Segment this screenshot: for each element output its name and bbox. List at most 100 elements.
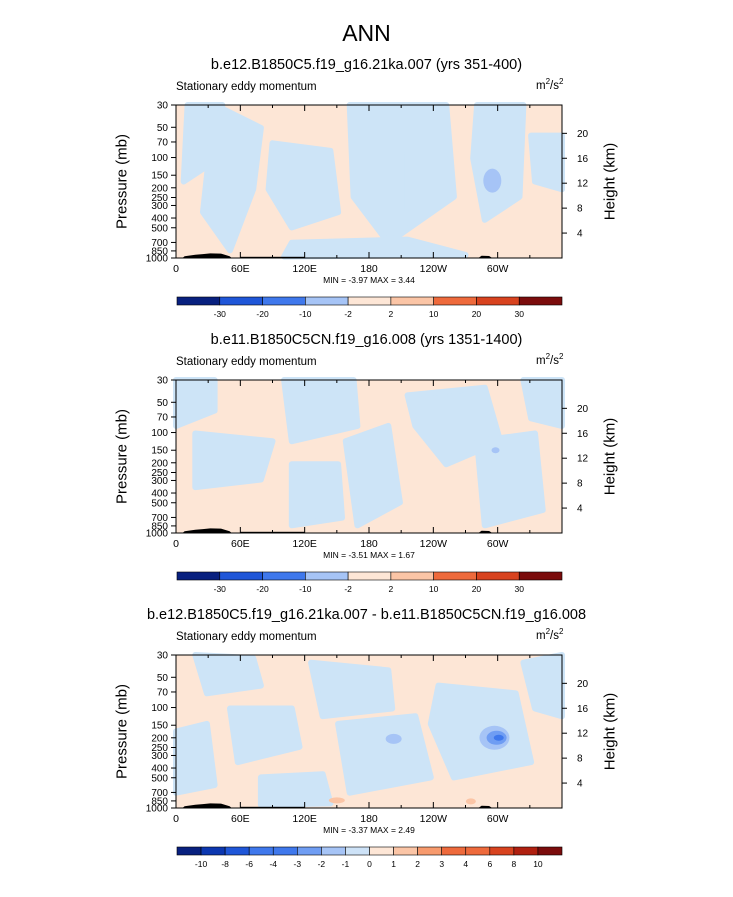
y-right-tick-label: 20 xyxy=(577,404,589,415)
y-tick-label: 850 xyxy=(151,246,168,257)
y-tick-label: 70 xyxy=(157,687,169,698)
x-tick-label: 0 xyxy=(173,813,179,825)
panel-title: b.e12.B1850C5.f19_g16.21ka.007 - b.e11.B… xyxy=(146,607,587,623)
panel-2: b.e11.B1850C5CN.f19_g16.008 (yrs 1351-14… xyxy=(0,332,733,622)
y-right-tick-label: 12 xyxy=(577,179,589,190)
colorbar-box xyxy=(347,296,392,306)
y-tick-label: 400 xyxy=(151,489,168,500)
y-tick-label: 700 xyxy=(151,788,168,799)
y-tick-label: 200 xyxy=(151,733,168,744)
y-right-tick-label: 12 xyxy=(577,729,589,740)
colorbar-label: 4 xyxy=(463,859,468,869)
negative-region xyxy=(265,140,342,231)
x-tick-label: 60W xyxy=(487,813,509,825)
negative-region xyxy=(528,132,565,193)
colorbar-label: -1 xyxy=(342,859,350,869)
x-tick-label: 0 xyxy=(173,263,179,275)
y-tick-label: 30 xyxy=(157,101,169,112)
topography xyxy=(478,530,493,533)
y-tick-label: 850 xyxy=(151,521,168,532)
y-right-tick-label: 20 xyxy=(577,679,589,690)
colorbar-box xyxy=(369,846,394,856)
y-tick-label: 50 xyxy=(157,673,169,684)
colorbar-label: -30 xyxy=(214,309,227,319)
positive-spot xyxy=(328,797,345,804)
positive-spot xyxy=(465,798,476,805)
y-right-tick-label: 8 xyxy=(577,479,583,490)
y-tick-label: 850 xyxy=(151,796,168,807)
colorbar-label: -2 xyxy=(344,584,352,594)
x-tick-label: 180 xyxy=(360,263,378,275)
x-tick-label: 60E xyxy=(231,813,250,825)
colorbar-box xyxy=(272,846,298,856)
colorbar-label: 10 xyxy=(533,859,543,869)
colorbar-label: 2 xyxy=(389,584,394,594)
colorbar-label: 20 xyxy=(472,584,482,594)
y-right-tick-label: 16 xyxy=(577,154,589,165)
x-tick-label: 120E xyxy=(292,538,317,550)
colorbar-box xyxy=(219,296,263,306)
y-right-tick-label: 8 xyxy=(577,204,583,215)
x-tick-label: 120E xyxy=(292,263,317,275)
panel-1: b.e12.B1850C5.f19_g16.21ka.007 (yrs 351-… xyxy=(0,57,733,347)
colorbar-box xyxy=(262,296,306,306)
colorbar-label: 20 xyxy=(472,309,482,319)
colorbar-label: -2 xyxy=(344,309,352,319)
y-tick-label: 30 xyxy=(157,376,169,387)
topography xyxy=(182,803,232,808)
y-tick-label: 150 xyxy=(151,446,168,457)
variable-label: Stationary eddy momentum xyxy=(176,631,317,643)
x-tick-label: 60E xyxy=(231,263,250,275)
colorbar-label: -8 xyxy=(221,859,229,869)
units-label: m2/s2 xyxy=(536,77,564,92)
y-tick-label: 300 xyxy=(151,476,168,487)
colorbar-box xyxy=(176,846,202,856)
y-tick-label: 500 xyxy=(151,223,168,234)
x-tick-label: 60W xyxy=(487,263,509,275)
colorbar-label: 0 xyxy=(367,859,372,869)
colorbar-label: -10 xyxy=(195,859,208,869)
negative-region xyxy=(281,236,469,260)
colorbar-label: 10 xyxy=(429,584,439,594)
y-tick-label: 200 xyxy=(151,183,168,194)
colorbar-box xyxy=(345,846,370,856)
y-tick-label: 300 xyxy=(151,751,168,762)
negative-region xyxy=(257,771,334,808)
negative-region xyxy=(342,422,403,529)
colorbar-label: 6 xyxy=(487,859,492,869)
colorbar-box xyxy=(390,296,434,306)
colorbar-box xyxy=(417,846,442,856)
negative-region xyxy=(404,147,442,216)
colorbar-box xyxy=(200,846,226,856)
negative-region xyxy=(427,682,535,781)
units-label: m2/s2 xyxy=(536,352,564,367)
colorbar: -30 -20 -10 -2 2 10 20 30 xyxy=(176,571,563,594)
colorbar-box xyxy=(305,571,349,581)
colorbar-box xyxy=(390,571,434,581)
y-tick-label: 300 xyxy=(151,201,168,212)
negative-region xyxy=(173,720,218,796)
colorbar-label: 3 xyxy=(439,859,444,869)
colorbar-label: 1 xyxy=(391,859,396,869)
colorbar-label: -10 xyxy=(299,584,312,594)
colorbar-label: 8 xyxy=(512,859,517,869)
colorbar-box xyxy=(262,571,306,581)
x-tick-label: 120W xyxy=(420,263,448,275)
colorbar-label: 2 xyxy=(389,309,394,319)
colorbar-box xyxy=(321,846,346,856)
colorbar-box xyxy=(433,296,477,306)
topography xyxy=(182,253,232,258)
negative-region xyxy=(200,102,264,254)
colorbar-label: 30 xyxy=(514,309,524,319)
colorbar-box xyxy=(297,846,322,856)
topography xyxy=(478,255,493,258)
colorbar-box xyxy=(441,846,467,856)
y-tick-label: 1000 xyxy=(146,254,169,265)
colorbar-box xyxy=(513,846,539,856)
y-right-tick-label: 20 xyxy=(577,129,589,140)
y-tick-label: 200 xyxy=(151,458,168,469)
